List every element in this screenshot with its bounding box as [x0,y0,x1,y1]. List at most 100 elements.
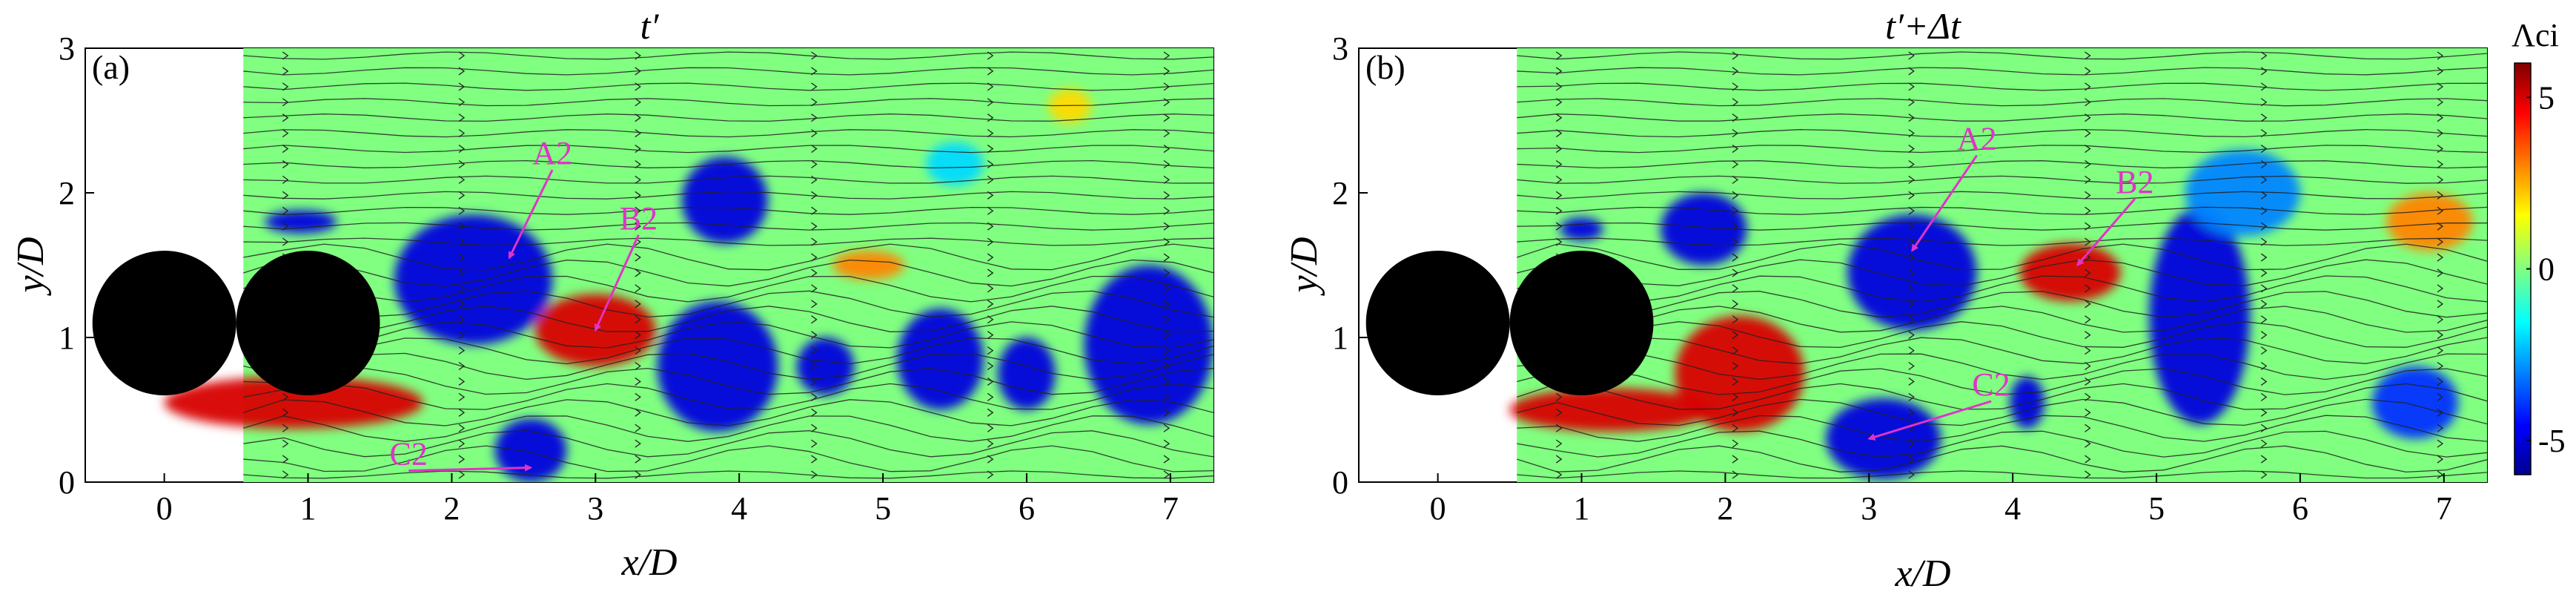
streamline-arrow [1163,237,1171,246]
streamline-arrow [1163,377,1171,386]
streamline-arrow [811,439,818,448]
streamline-arrow [1908,175,1915,184]
streamline [243,145,1213,154]
streamline-arrow [635,300,641,309]
y-axis-label-b: y/D [1283,237,1325,296]
streamline-arrow [282,175,289,184]
cylinder [1365,251,1510,395]
streamline [243,337,1213,365]
annotation-label: C2 [390,436,428,472]
annotation-arrow [594,234,640,332]
streamline-arrow [282,237,289,246]
streamline-arrow [1163,253,1171,262]
y-tick-label: 0 [59,464,75,501]
streamline-arrow [987,253,994,262]
streamline-arrow [458,129,466,138]
streamline-arrow [2085,98,2091,107]
streamline-arrow [2260,145,2268,154]
streamline [1517,191,2487,200]
streamline-arrow [987,300,994,309]
streamline-arrow [282,67,289,76]
streamline-arrow [2437,408,2444,417]
streamline-arrow [458,300,466,309]
streamline-arrow [635,470,641,479]
colorbar-ticks: 5 0 -5 [2526,79,2566,459]
streamline-arrow [2437,82,2444,91]
streamline-arrow [635,455,641,464]
streamline-arrow [987,408,994,417]
streamline-arrow [635,129,641,138]
y-tick-label: 2 [59,175,75,211]
streamline-arrow [282,98,289,107]
x-tick-label: 1 [1574,490,1590,527]
streamline [1517,175,2487,184]
streamline-arrow [1732,439,1739,448]
streamline-arrow [1732,67,1739,76]
streamline-arrow [2085,82,2091,91]
streamline-arrow [2085,408,2091,417]
streamline [1517,51,2487,60]
streamline-arrow [1732,377,1739,386]
streamline-arrow [1555,175,1563,184]
streamline-arrow [458,98,466,107]
streamline [243,237,1213,246]
annotation-label: A2 [532,135,572,171]
streamline-arrow [2260,237,2268,246]
streamlines-b [1517,51,2487,479]
streamline-arrow [635,408,641,417]
streamline-arrow [1732,51,1739,60]
streamline [243,222,1213,231]
streamline-arrow [2260,129,2268,138]
streamline-arrow [458,113,466,122]
streamline-arrow [2085,361,2091,371]
streamline-arrow [2260,284,2268,293]
streamline-arrow [635,67,641,76]
streamline-arrow [458,206,466,215]
streamline-arrow [1732,237,1739,246]
streamline-arrow [1555,98,1563,107]
streamline-arrow [635,315,641,324]
streamline-arrow [2260,159,2268,169]
streamline-arrow [2437,175,2444,184]
x-tick-label: 2 [443,490,460,527]
streamline [1517,291,2487,318]
panel-title-a: t′ [640,5,660,47]
streamline-arrow [1732,129,1739,138]
streamline-arrow [1732,315,1739,324]
streamline-arrow [635,191,641,200]
streamline [243,98,1213,107]
streamline-arrow [1555,439,1563,448]
streamline-arrow [458,331,466,340]
streamline-arrow [2437,113,2444,122]
streamline-arrow [1555,455,1563,464]
streamline [243,67,1213,76]
streamline [243,445,1213,472]
x-tick-label: 1 [300,490,317,527]
streamline [1517,259,2487,286]
streamline [1517,237,2487,246]
streamline-arrow [1163,145,1171,154]
streamline-arrow [2085,113,2091,122]
streamline-arrow [458,67,466,76]
x-axis-label-b: x/D [1894,553,1950,595]
streamline-arrow [1555,470,1563,479]
streamline-arrow [1908,315,1915,324]
streamline-arrow [2260,113,2268,122]
streamline-arrow [811,284,818,293]
streamline-arrow [987,315,994,324]
streamline-arrow [2085,129,2091,138]
streamline-arrow [1908,455,1915,464]
streamline-arrow [1908,268,1915,277]
streamline [243,113,1213,122]
positive-vortex-blob [1048,88,1092,124]
streamline-arrow [987,145,994,154]
streamline-arrow [2085,331,2091,340]
streamline-arrow [2437,145,2444,154]
streamline-arrow [987,237,994,246]
streamline-arrow [2260,331,2268,340]
streamline-arrow [2085,424,2091,432]
streamline-arrow [2437,331,2444,340]
negative-vortex-blob [657,301,778,432]
streamline-arrow [1555,206,1563,215]
